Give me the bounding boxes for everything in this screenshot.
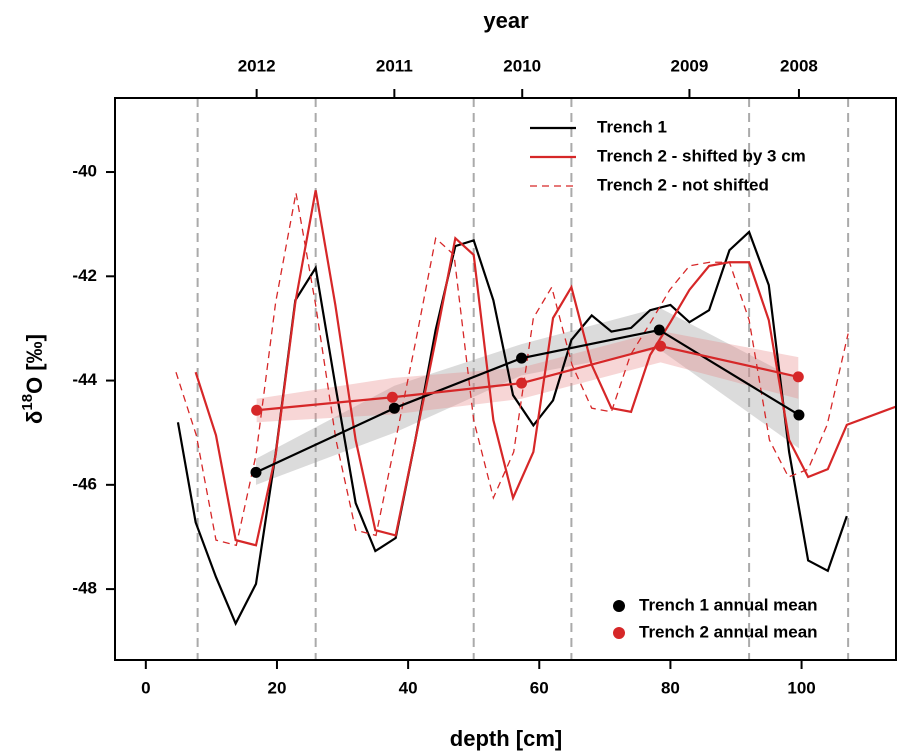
legend-label: Trench 1 xyxy=(597,117,667,136)
x2-tick-label: 2011 xyxy=(376,56,413,75)
x-tick-label: 60 xyxy=(530,678,549,697)
mean-point xyxy=(793,409,805,421)
y-tick-label: -42 xyxy=(72,266,97,285)
x-tick-label: 80 xyxy=(661,678,680,697)
x2-tick-label: 2010 xyxy=(503,56,541,75)
series-line xyxy=(175,192,849,547)
mean-point xyxy=(516,377,528,389)
y-tick-label: -48 xyxy=(72,579,97,598)
series-line xyxy=(194,190,897,547)
mean-point xyxy=(250,466,262,478)
plot-frame xyxy=(114,97,897,661)
mean-point xyxy=(388,402,400,414)
y-axis-title: δ18O [‰] xyxy=(19,334,47,424)
uncertainty-band xyxy=(255,307,799,485)
y-tick-label: -44 xyxy=(72,370,97,389)
x2-tick-label: 2008 xyxy=(780,56,818,75)
x2-tick-label: 2012 xyxy=(238,56,276,75)
legend-swatch xyxy=(613,600,625,612)
x2-axis-title: year xyxy=(483,8,529,33)
legend-label: Trench 2 - not shifted xyxy=(597,175,769,194)
y-axis-title-part: 18 xyxy=(19,394,36,411)
legend-label: Trench 2 - shifted by 3 cm xyxy=(597,146,806,165)
mean-point xyxy=(653,324,665,336)
legend-swatch xyxy=(613,627,625,639)
x-axis-title: depth [cm] xyxy=(450,726,562,751)
legend-label: Trench 2 annual mean xyxy=(639,622,818,641)
mean-point xyxy=(516,352,528,364)
y-tick-label: -46 xyxy=(72,474,97,493)
legend-label: Trench 1 annual mean xyxy=(639,595,818,614)
x-tick-label: 40 xyxy=(399,678,418,697)
y-tick-label: -40 xyxy=(72,162,97,181)
y-axis-title-part: δ xyxy=(22,411,47,424)
x2-tick-label: 2009 xyxy=(671,56,709,75)
mean-point xyxy=(386,391,398,403)
x-tick-label: 0 xyxy=(141,678,150,697)
mean-point xyxy=(655,340,667,352)
mean-point xyxy=(792,371,804,383)
mean-point xyxy=(251,404,263,416)
x-tick-label: 100 xyxy=(787,678,815,697)
y-axis-title-part: O [‰] xyxy=(22,334,47,394)
x-tick-label: 20 xyxy=(268,678,287,697)
